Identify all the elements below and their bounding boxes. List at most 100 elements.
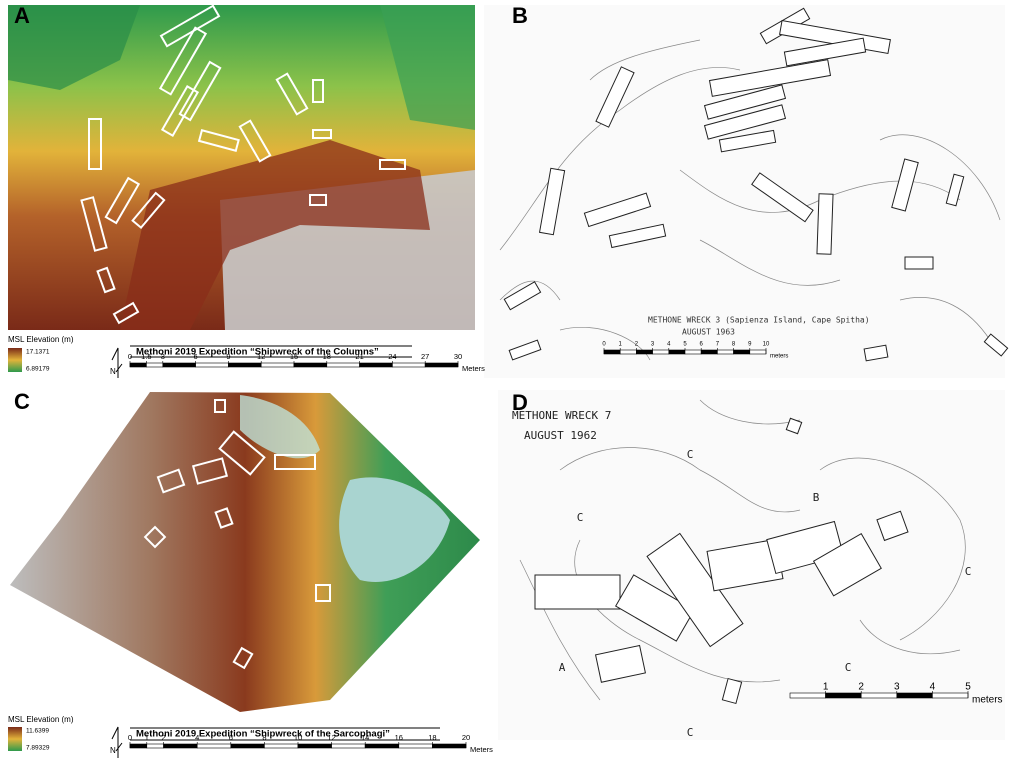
scale-tick-label: 27 xyxy=(421,352,429,361)
scale-segment xyxy=(231,744,265,748)
scale-segment xyxy=(146,363,162,367)
scale-tick-label: 24 xyxy=(388,352,396,361)
scale-unit: Meters xyxy=(470,745,493,754)
scale-tick-label: 1 xyxy=(145,733,149,742)
scale-tick-label: 3 xyxy=(894,682,900,693)
legend-max: 17.1371 xyxy=(26,349,50,356)
scale-tick-label: 14 xyxy=(361,733,369,742)
scale-segment xyxy=(294,363,327,367)
panel-a: A xyxy=(8,3,475,330)
legend-swatch xyxy=(8,727,22,751)
scale-segment xyxy=(432,744,466,748)
scale-segment xyxy=(332,744,366,748)
scale-segment xyxy=(636,350,652,354)
panel-label: B xyxy=(512,3,528,28)
scale-segment xyxy=(228,363,261,367)
north-n: N xyxy=(110,746,116,755)
scale-segment xyxy=(163,363,196,367)
panel-label: A xyxy=(14,3,30,28)
legend-min: 6.89179 xyxy=(26,366,50,373)
area-label: C xyxy=(845,661,852,674)
scale-tick-label: 6 xyxy=(194,352,198,361)
scale-tick-label: 3 xyxy=(161,352,165,361)
scale-tick-label: 20 xyxy=(462,733,470,742)
scale-tick-label: 0 xyxy=(128,352,132,361)
scale-segment xyxy=(932,693,968,698)
scale-tick-label: 4 xyxy=(930,682,936,693)
area-label: A xyxy=(559,661,566,674)
scale-segment xyxy=(261,363,294,367)
scale-segment xyxy=(620,350,636,354)
scale-tick-label: 10 xyxy=(294,733,302,742)
scale-segment xyxy=(327,363,360,367)
scale-tick-label: 2 xyxy=(858,682,864,693)
scale-segment xyxy=(790,693,826,698)
scale-unit: meters xyxy=(770,354,788,360)
scale-tick-label: 12 xyxy=(257,352,265,361)
scale-tick-label: 1.5 xyxy=(141,352,151,361)
panel-label: C xyxy=(14,389,30,414)
scale-segment xyxy=(197,744,231,748)
scale-unit: Meters xyxy=(462,364,485,373)
scale-unit: meters xyxy=(972,695,1003,706)
scale-segment xyxy=(653,350,669,354)
figure: A MSL Elevation (m) 17.1371 6.89179 N Me… xyxy=(0,0,1010,762)
legend-title: MSL Elevation (m) xyxy=(8,335,74,344)
drawing-date: AUGUST 1962 xyxy=(524,429,597,442)
scale-segment xyxy=(130,744,147,748)
scale-segment xyxy=(298,744,332,748)
area-label: B xyxy=(813,491,820,504)
scale-segment xyxy=(750,350,766,354)
scale-segment xyxy=(897,693,933,698)
panel-label: D xyxy=(512,390,528,415)
north-n: N xyxy=(110,367,116,376)
scale-tick-label: 12 xyxy=(327,733,335,742)
legend-swatch xyxy=(8,348,22,372)
scale-tick-label: 18 xyxy=(428,733,436,742)
legend-title: MSL Elevation (m) xyxy=(8,715,74,724)
scale-segment xyxy=(604,350,620,354)
scale-segment xyxy=(826,693,862,698)
area-label: C xyxy=(687,726,694,739)
scale-tick-label: 0 xyxy=(128,733,132,742)
scale-tick-label: 9 xyxy=(226,352,230,361)
scale-segment xyxy=(130,363,146,367)
scale-segment xyxy=(717,350,733,354)
scale-tick-label: 8 xyxy=(262,733,266,742)
scale-segment xyxy=(360,363,393,367)
drawing-date: AUGUST 1963 xyxy=(682,328,735,337)
drawing-title: METHONE WRECK 3 (Sapienza Island, Cape S… xyxy=(648,316,870,325)
scale-segment xyxy=(147,744,164,748)
scale-tick-label: 10 xyxy=(763,342,770,348)
legend-a: MSL Elevation (m) 17.1371 6.89179 N Meth… xyxy=(8,335,412,378)
scale-segment xyxy=(734,350,750,354)
area-label: C xyxy=(577,511,584,524)
scale-tick-label: 16 xyxy=(395,733,403,742)
scale-segment xyxy=(399,744,433,748)
scale-tick-label: 21 xyxy=(355,352,363,361)
scale-tick-label: 30 xyxy=(454,352,462,361)
scale-segment xyxy=(425,363,458,367)
legend-c: MSL Elevation (m) 11.6399 7.89329 N Meth… xyxy=(8,715,440,758)
scale-tick-label: 6 xyxy=(229,733,233,742)
scale-segment xyxy=(264,744,298,748)
scale-segment xyxy=(196,363,229,367)
scale-tick-label: 2 xyxy=(162,733,166,742)
legend-min: 7.89329 xyxy=(26,745,50,752)
scale-segment xyxy=(164,744,198,748)
scale-segment xyxy=(861,693,897,698)
panel-c: C xyxy=(10,389,480,712)
scale-tick-label: 15 xyxy=(290,352,298,361)
area-label: C xyxy=(687,448,694,461)
legend-max: 11.6399 xyxy=(26,728,49,735)
scale-segment xyxy=(669,350,685,354)
scale-segment xyxy=(701,350,717,354)
scale-tick-label: 1 xyxy=(823,682,829,693)
scale-tick-label: 5 xyxy=(965,682,971,693)
panel-b: METHONE WRECK 3 (Sapienza Island, Cape S… xyxy=(484,3,1008,378)
scale-tick-label: 18 xyxy=(323,352,331,361)
scale-segment xyxy=(392,363,425,367)
scale-tick-label: 4 xyxy=(195,733,199,742)
scale-segment xyxy=(685,350,701,354)
scale-segment xyxy=(365,744,399,748)
